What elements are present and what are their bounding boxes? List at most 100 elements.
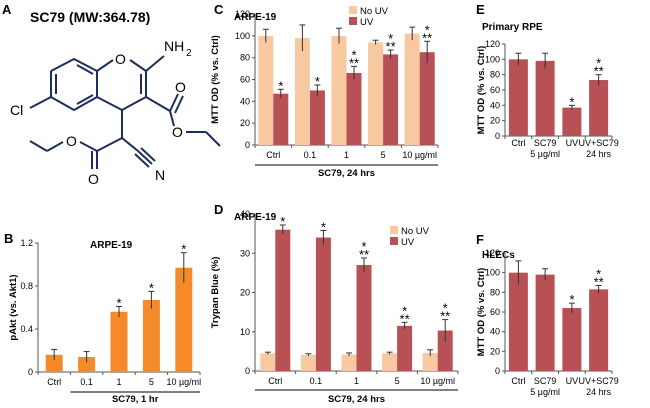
x-tick-label: 10 µg/ml [402,150,437,160]
star-mark: * [181,242,186,257]
x-axis-label: SC79, 24 hrs [328,394,385,405]
x-tick-label: SC79 [534,376,557,386]
bar-mtt [535,60,555,136]
y-tick-label: 0 [245,366,250,376]
bar-uv [346,72,362,145]
chart-title: ARPE-19 [90,240,133,251]
x-tick-label: UV+SC79 [578,138,618,148]
bar-pakt [78,356,96,372]
x-tick-label: 0.1 [304,150,317,160]
bar-uv [275,229,291,371]
bar-pakt [45,354,63,372]
x-tick-label: 5 [149,377,154,387]
y-tick-label: 40 [490,100,500,110]
bar-no-uv [382,353,398,371]
star-mark: * [361,239,366,254]
star-mark: * [596,266,601,281]
y-tick-label: 120 [485,39,500,49]
bar-pakt [142,299,160,372]
bar-no-uv [368,42,384,146]
y-tick-label: 0.4 [20,324,33,334]
legend-label: No UV [360,6,389,17]
y-tick-label: 40 [240,96,250,106]
bar-no-uv [341,354,357,371]
double-star-mark: ** [594,274,604,289]
y-tick-label: 10 [240,327,250,337]
star-mark: * [569,94,574,109]
bar-mtt [508,59,528,137]
legend-swatch [390,226,398,234]
x-tick-label: 5 µg/ml [530,387,560,397]
x-tick-label: 10 µg/ml [166,377,201,387]
bar-uv [273,93,289,145]
bar-uv [309,90,325,145]
bar-no-uv [260,353,276,371]
bar-pakt [175,267,193,372]
bar-no-uv [294,38,310,146]
x-tick-label: Ctrl [266,150,280,160]
star-mark: * [596,56,601,71]
double-star-mark: ** [349,55,359,70]
double-star-mark: ** [440,309,450,324]
double-star-mark: ** [422,30,432,45]
double-star-mark: ** [359,247,369,262]
x-tick-label: 1 [354,376,359,386]
x-axis-label: SC79, 24 hrs [318,168,375,179]
bar-mtt [535,274,555,371]
y-tick-label: 120 [485,248,500,258]
bar-mtt [589,289,609,371]
y-tick-label: 0 [28,367,33,377]
molecule-title: SC79 (MW:364.78) [30,9,150,25]
legend-swatch [349,6,357,14]
star-mark: * [315,74,320,89]
x-tick-label: 0.1 [80,377,93,387]
atom-o-carbonyl-right: O [175,79,186,95]
y-tick-label: 100 [485,268,500,278]
star-mark: * [149,280,154,295]
molecule-bonds [29,55,221,169]
panel-letter-b: B [4,231,13,246]
panel-letter-a: A [2,2,12,17]
y-tick-label: 120 [235,9,250,19]
bar-no-uv [404,33,420,145]
bar-uv [356,265,372,371]
star-mark: * [388,31,393,46]
x-tick-label: 5 [381,150,386,160]
y-tick-label: 0.8 [20,281,33,291]
y-axis-label: MTT OD (% vs. Ctrl) [476,268,487,357]
y-tick-label: 60 [490,307,500,317]
x-tick-label: Ctrl [268,376,282,386]
bar-uv [437,330,453,371]
y-axis-label: pAkt (vs. Akt1) [8,274,19,340]
chart-title: Primary RPE [482,22,543,33]
x-tick-label: UV [566,376,579,386]
y-tick-label: 0 [245,140,250,150]
y-tick-label: 0 [495,131,500,141]
legend-label: UV [360,17,374,28]
y-tick-label: 1.2 [20,238,33,248]
atom-nh2-sub: 2 [186,48,192,59]
x-tick-label: SC79 [534,138,557,148]
bar-uv [419,52,435,146]
molecule-panel: A SC79 (MW:364.78) [2,2,221,187]
double-star-mark: ** [400,311,410,326]
bar-uv [315,237,331,371]
y-tick-label: 100 [485,54,500,64]
x-tick-label: 10 µg/ml [420,376,455,386]
star-mark: * [351,47,356,62]
bar-mtt [508,272,528,371]
y-tick-label: 20 [240,288,250,298]
atom-o-ester-right: O [172,124,183,140]
y-tick-label: 0 [495,366,500,376]
atom-o-carbonyl-left: O [88,171,99,187]
y-tick-label: 80 [490,287,500,297]
panel-letter-c: C [214,2,224,17]
x-tick-label: 24 hrs [586,149,612,159]
x-tick-label: 1 [116,377,121,387]
y-tick-label: 60 [240,75,250,85]
y-tick-label: 80 [490,70,500,80]
